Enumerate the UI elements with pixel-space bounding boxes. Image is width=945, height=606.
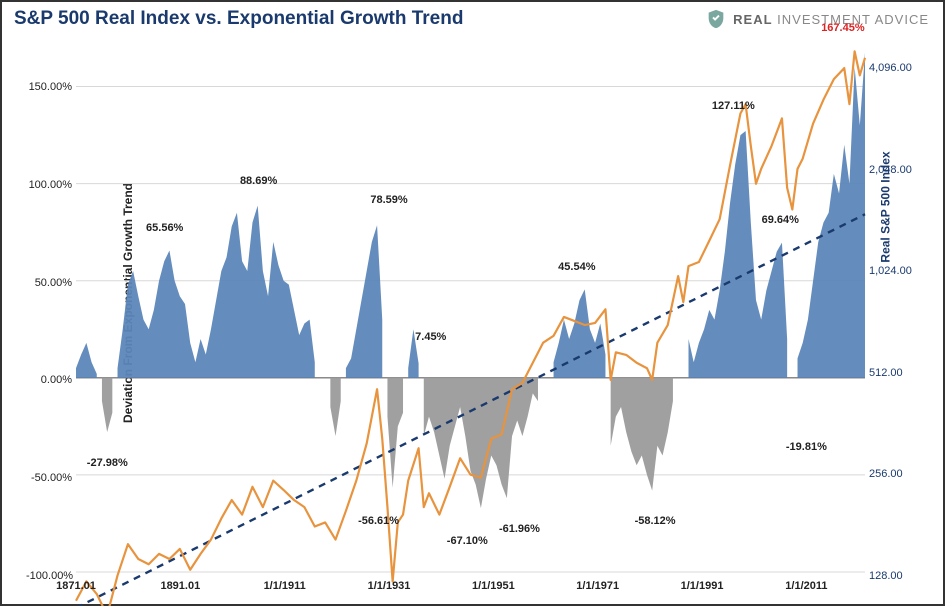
x-tick: 1/1/2011 [785, 580, 827, 592]
annotation-label: 127.11% [712, 100, 755, 112]
annotation-label: 45.54% [558, 261, 595, 273]
annotation-label: -58.12% [635, 515, 676, 527]
annotation-label: 69.64% [762, 214, 799, 226]
y-right-tick: 2,048.00 [869, 164, 925, 176]
shield-icon [705, 8, 727, 30]
y-left-tick: 0.00% [26, 374, 72, 386]
y-left-tick: 50.00% [26, 277, 72, 289]
y-left-tick: 150.00% [26, 81, 72, 93]
y-right-tick: 128.00 [869, 570, 925, 582]
chart-title: S&P 500 Real Index vs. Exponential Growt… [14, 8, 463, 30]
chart-container: S&P 500 Real Index vs. Exponential Growt… [0, 0, 945, 606]
annotation-label: -61.96% [499, 523, 540, 535]
y-left-tick: -50.00% [26, 472, 72, 484]
y-right-tick: 256.00 [869, 468, 925, 480]
annotation-label: 65.56% [146, 222, 183, 234]
x-tick: 1/1/1911 [264, 580, 306, 592]
annotation-label: -56.61% [358, 515, 399, 527]
y-right-tick: 4,096.00 [869, 62, 925, 74]
x-tick: 1/1/1971 [576, 580, 619, 592]
annotation-label: 88.69% [240, 175, 277, 187]
x-tick: 1871.01 [56, 580, 96, 592]
y-right-tick: 512.00 [869, 367, 925, 379]
x-tick: 1/1/1951 [472, 580, 515, 592]
y-left-tick: 100.00% [26, 179, 72, 191]
annotation-label: 7.45% [415, 331, 446, 343]
x-tick: 1891.01 [160, 580, 200, 592]
plot-svg [76, 38, 865, 572]
plot-area [76, 38, 865, 572]
brand-logo: REAL INVESTMENT ADVICE [705, 8, 929, 30]
x-tick: 1/1/1931 [368, 580, 411, 592]
annotation-label: -67.10% [447, 535, 488, 547]
annotation-label: -19.81% [786, 441, 827, 453]
y-right-tick: 1,024.00 [869, 265, 925, 277]
annotation-label: -27.98% [87, 457, 128, 469]
x-tick: 1/1/1991 [681, 580, 724, 592]
annotation-label: 78.59% [370, 194, 407, 206]
annotation-label: 167.45% [821, 22, 864, 34]
